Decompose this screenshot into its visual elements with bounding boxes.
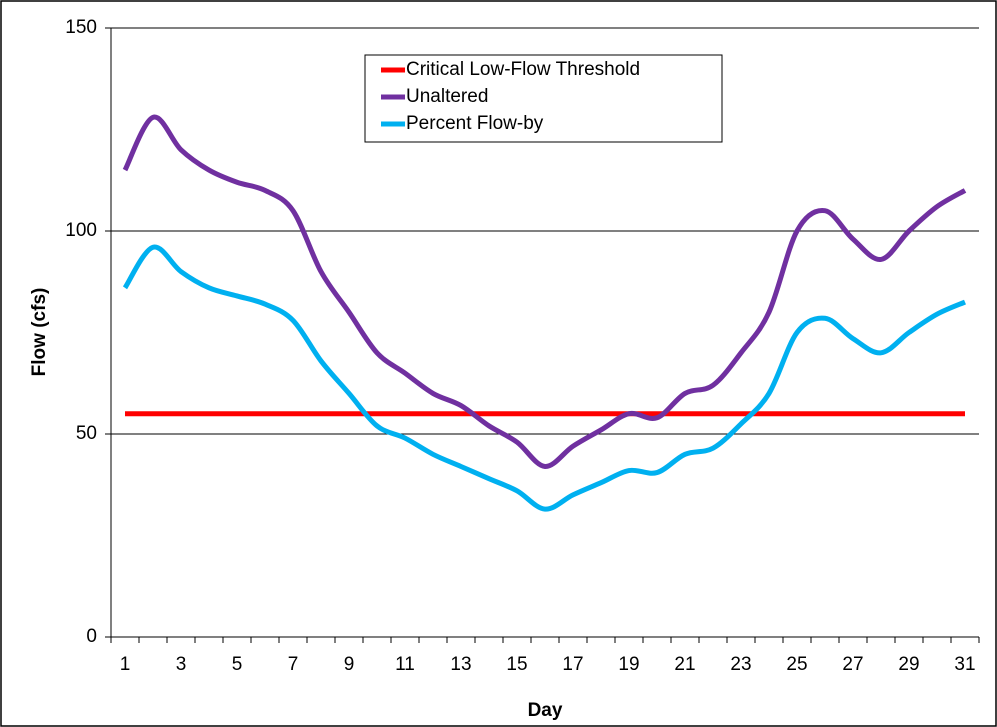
x-tick-label: 27 [842, 654, 863, 675]
y-tick-label: 50 [76, 423, 97, 444]
x-tick-label: 25 [786, 654, 807, 675]
x-tick-label: 7 [288, 654, 299, 675]
x-tick-label: 23 [730, 654, 751, 675]
y-axis-title: Flow (cfs) [29, 288, 50, 377]
x-tick-label: 15 [506, 654, 527, 675]
y-tick-label: 150 [65, 17, 97, 38]
x-tick-label: 31 [954, 654, 975, 675]
legend-box [364, 54, 723, 143]
y-tick-label: 100 [65, 220, 97, 241]
x-tick-label: 9 [344, 654, 355, 675]
legend-label: Percent Flow-by [406, 113, 544, 134]
y-tick-label: 0 [86, 626, 97, 647]
x-axis-title: Day [528, 700, 563, 721]
x-tick-label: 13 [450, 654, 471, 675]
x-tick-label: 29 [898, 654, 919, 675]
series-line [122, 244, 966, 512]
legend-label: Unaltered [406, 86, 488, 107]
x-tick-label: 17 [562, 654, 583, 675]
series-line [122, 114, 967, 469]
x-tick-label: 21 [674, 654, 695, 675]
x-tick-label: 5 [232, 654, 243, 675]
x-tick-label: 3 [176, 654, 187, 675]
x-tick-label: 19 [618, 654, 639, 675]
x-tick-label: 11 [395, 654, 415, 675]
x-tick-label: 1 [120, 654, 131, 675]
legend-label: Critical Low-Flow Threshold [406, 59, 640, 80]
